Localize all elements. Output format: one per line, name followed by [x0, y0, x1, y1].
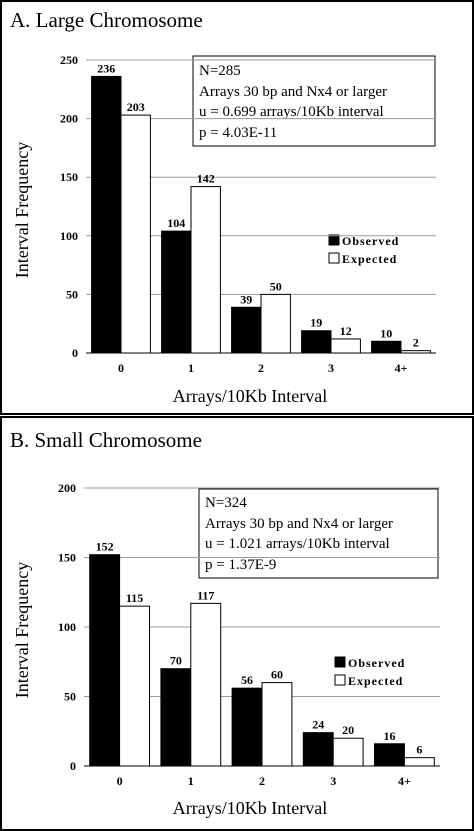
panel-b-stat-p: p = 1.37E-9	[205, 557, 276, 573]
panel-b-xtick-label: 4+	[398, 774, 411, 788]
panel-b-bar-observed	[373, 743, 405, 767]
panel-b-data-label: 56	[241, 673, 253, 687]
panel-b-bar-expected	[403, 757, 435, 767]
panel-a-data-label: 236	[97, 61, 115, 75]
panel-b-xtick-label: 0	[117, 774, 123, 788]
panel-a-bar-expected	[260, 293, 291, 354]
panel-b-xtick-label: 1	[188, 774, 194, 788]
panel-a-bar-observed	[231, 306, 262, 354]
panel-a-bar-observed	[161, 230, 192, 354]
panel-a-ytick-label: 150	[60, 170, 78, 184]
panel-a-stat-p: p = 4.03E-11	[199, 125, 277, 141]
panel-a-bar-expected	[190, 186, 221, 354]
panel-a-legend-observed-swatch	[328, 234, 340, 246]
panel-a-xtick-label: 4+	[395, 361, 408, 375]
panel-b-xtick-label: 2	[259, 774, 265, 788]
panel-b-frame	[0, 416, 474, 831]
chart-marks: 0501001502002502362030104142139502191231…	[58, 53, 440, 788]
panel-b-bar-observed	[302, 732, 334, 767]
panel-b-stat-n: N=324	[205, 495, 247, 511]
panel-b-ytick-label: 0	[70, 759, 76, 773]
panel-b-stat-arrays: Arrays 30 bp and Nx4 or larger	[205, 516, 393, 532]
panel-b-stat-u: u = 1.021 arrays/10Kb interval	[205, 536, 390, 552]
panel-b-bar-expected	[190, 602, 222, 767]
panel-a-data-label: 203	[127, 100, 145, 114]
panel-a-xtick-label: 2	[258, 361, 264, 375]
panel-b-data-label: 152	[96, 540, 114, 554]
panel-b-ytick-label: 200	[58, 481, 76, 495]
panel-b-legend-expected-swatch	[334, 674, 346, 686]
panel-a-bar-observed	[91, 75, 122, 354]
panel-b-ytick-label: 150	[58, 551, 76, 565]
panel-a-ytick-label: 200	[60, 112, 78, 126]
panel-a-xlabel: Arrays/10Kb Interval	[173, 386, 327, 406]
panel-a-stats-box	[192, 55, 436, 147]
panel-b-ytick-label: 50	[64, 690, 76, 704]
panel-b-title: B. Small Chromosome	[10, 428, 202, 452]
panel-a-data-label: 10	[380, 326, 392, 340]
panel-a-ylabel: Interval Frequency	[12, 142, 32, 278]
panel-b-stats-box	[198, 488, 439, 579]
panel-a-stat-arrays: Arrays 30 bp and Nx4 or larger	[199, 84, 387, 100]
panel-b-bar-observed	[160, 668, 192, 767]
panel-a-data-label: 50	[270, 279, 282, 293]
panel-a-data-label: 19	[310, 316, 322, 330]
panel-a-bar-expected	[120, 114, 151, 354]
panel-a-xtick-label: 1	[188, 361, 194, 375]
panel-b-data-label: 70	[170, 654, 182, 668]
panel-b-bar-observed	[89, 554, 121, 767]
panel-a-ytick-label: 250	[60, 53, 78, 67]
panel-b-data-label: 16	[383, 729, 395, 743]
panel-b-legend-observed-swatch	[334, 656, 346, 668]
panel-b-bar-expected	[332, 737, 364, 767]
panel-b-data-label: 60	[271, 668, 283, 682]
panel-b-ytick-label: 100	[58, 620, 76, 634]
panel-a-stat-u: u = 0.699 arrays/10Kb interval	[199, 104, 384, 120]
panel-a-data-label: 39	[240, 292, 252, 306]
panel-b-ylabel: Interval Frequency	[12, 562, 32, 698]
panel-b-bar-expected	[261, 682, 293, 767]
panel-a-data-label: 2	[413, 336, 419, 350]
panel-b-legend-observed-label: Observed	[348, 656, 405, 670]
panel-a-data-label: 142	[197, 172, 215, 186]
panel-b-data-label: 24	[312, 718, 324, 732]
panel-a-bar-expected	[330, 338, 361, 354]
panel-b-data-label: 117	[197, 588, 214, 602]
panel-a-xtick-label: 0	[118, 361, 124, 375]
panel-a-ytick-label: 100	[60, 229, 78, 243]
panel-a-data-label: 12	[340, 324, 352, 338]
panel-b-bar-expected	[119, 605, 151, 767]
panel-a-xtick-label: 3	[328, 361, 334, 375]
panel-a-data-label: 104	[167, 216, 185, 230]
panel-b-data-label: 6	[416, 743, 422, 757]
panel-a-legend-expected-label: Expected	[342, 252, 397, 266]
panel-a-legend-observed-label: Observed	[342, 234, 399, 248]
panel-a-bar-observed	[301, 330, 332, 354]
panel-a-legend-expected-swatch	[328, 252, 340, 264]
panel-a-ytick-label: 50	[66, 287, 78, 301]
panel-a-ytick-label: 0	[72, 346, 78, 360]
panel-b-xtick-label: 3	[330, 774, 336, 788]
panel-b-data-label: 115	[126, 591, 143, 605]
panel-a-title: A. Large Chromosome	[10, 8, 203, 32]
panel-a-bar-observed	[371, 340, 402, 354]
panel-b-legend-expected-label: Expected	[348, 674, 403, 688]
panel-a-frame	[0, 0, 474, 415]
panel-b-data-label: 20	[342, 723, 354, 737]
panel-b-xlabel: Arrays/10Kb Interval	[173, 798, 327, 818]
panel-a-stat-n: N=285	[199, 63, 241, 79]
panel-b-bar-observed	[231, 687, 263, 767]
